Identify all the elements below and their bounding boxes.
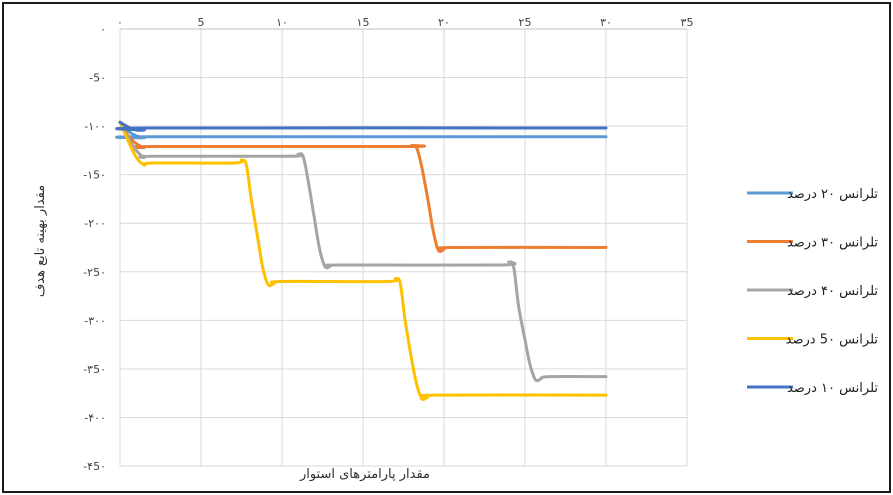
x-axis-tick-labels: ۰ 5 ۱۰ ۱5 ۲۰ ۲5 ۳۰ ۳5 — [117, 16, 693, 29]
legend-label: تلرانس ۱۰ درصد — [787, 381, 878, 396]
y-tick-label: -۴5۰ — [83, 460, 106, 473]
legend-label: تلرانس 5۰ درصد — [786, 333, 879, 348]
gridlines — [119, 28, 688, 467]
y-tick-label: -۲5۰ — [83, 266, 106, 279]
legend-label: تلرانس ۲۰ درصد — [787, 187, 878, 202]
series-lines — [115, 120, 608, 402]
y-tick-label: -۲۰۰ — [84, 217, 106, 230]
legend: تلرانس ۲۰ درصد تلرانس ۳۰ درصد تلرانس ۴۰ در… — [747, 187, 878, 396]
x-tick-label: ۱۰ — [276, 16, 288, 29]
y-tick-label: -۴۰۰ — [84, 411, 106, 424]
series-line-2 — [118, 120, 608, 253]
x-axis-title: مقدار پارامترهای استوار — [299, 467, 430, 482]
series-line-4 — [118, 120, 608, 402]
y-axis-title: مقدار بهینه تابع هدف — [33, 185, 48, 297]
x-tick-label: ۰ — [117, 16, 123, 29]
y-tick-label: -۳۰۰ — [84, 314, 106, 327]
x-tick-label: ۲5 — [519, 16, 532, 29]
x-tick-label: 5 — [198, 16, 205, 29]
y-tick-label: -5۰ — [89, 72, 106, 85]
x-tick-label: ۳5 — [681, 16, 694, 29]
y-tick-label: -۱5۰ — [83, 169, 106, 182]
y-axis-tick-labels: ۰ -5۰ -۱۰۰ -۱5۰ -۲۰۰ -۲5۰ -۳۰۰ -۳5۰ -۴۰۰ -۴5۰ — [83, 23, 106, 473]
series-line-5 — [115, 120, 608, 132]
line-chart: ۰ -5۰ -۱۰۰ -۱5۰ -۲۰۰ -۲5۰ -۳۰۰ -۳5۰ -۴۰۰ -۴5۰ ۰ 5 ۱… — [33, 16, 878, 482]
legend-label: تلرانس ۴۰ درصد — [787, 284, 878, 299]
x-tick-label: ۳۰ — [600, 16, 612, 29]
x-tick-label: ۲۰ — [438, 16, 450, 29]
series-line-3 — [118, 120, 608, 383]
y-tick-label: -۱۰۰ — [84, 120, 106, 133]
legend-label: تلرانس ۳۰ درصد — [787, 236, 878, 251]
x-tick-label: ۱5 — [357, 16, 370, 29]
series-line-1 — [115, 120, 608, 140]
y-tick-label: ۰ — [100, 23, 106, 36]
y-tick-label: -۳5۰ — [83, 363, 106, 376]
